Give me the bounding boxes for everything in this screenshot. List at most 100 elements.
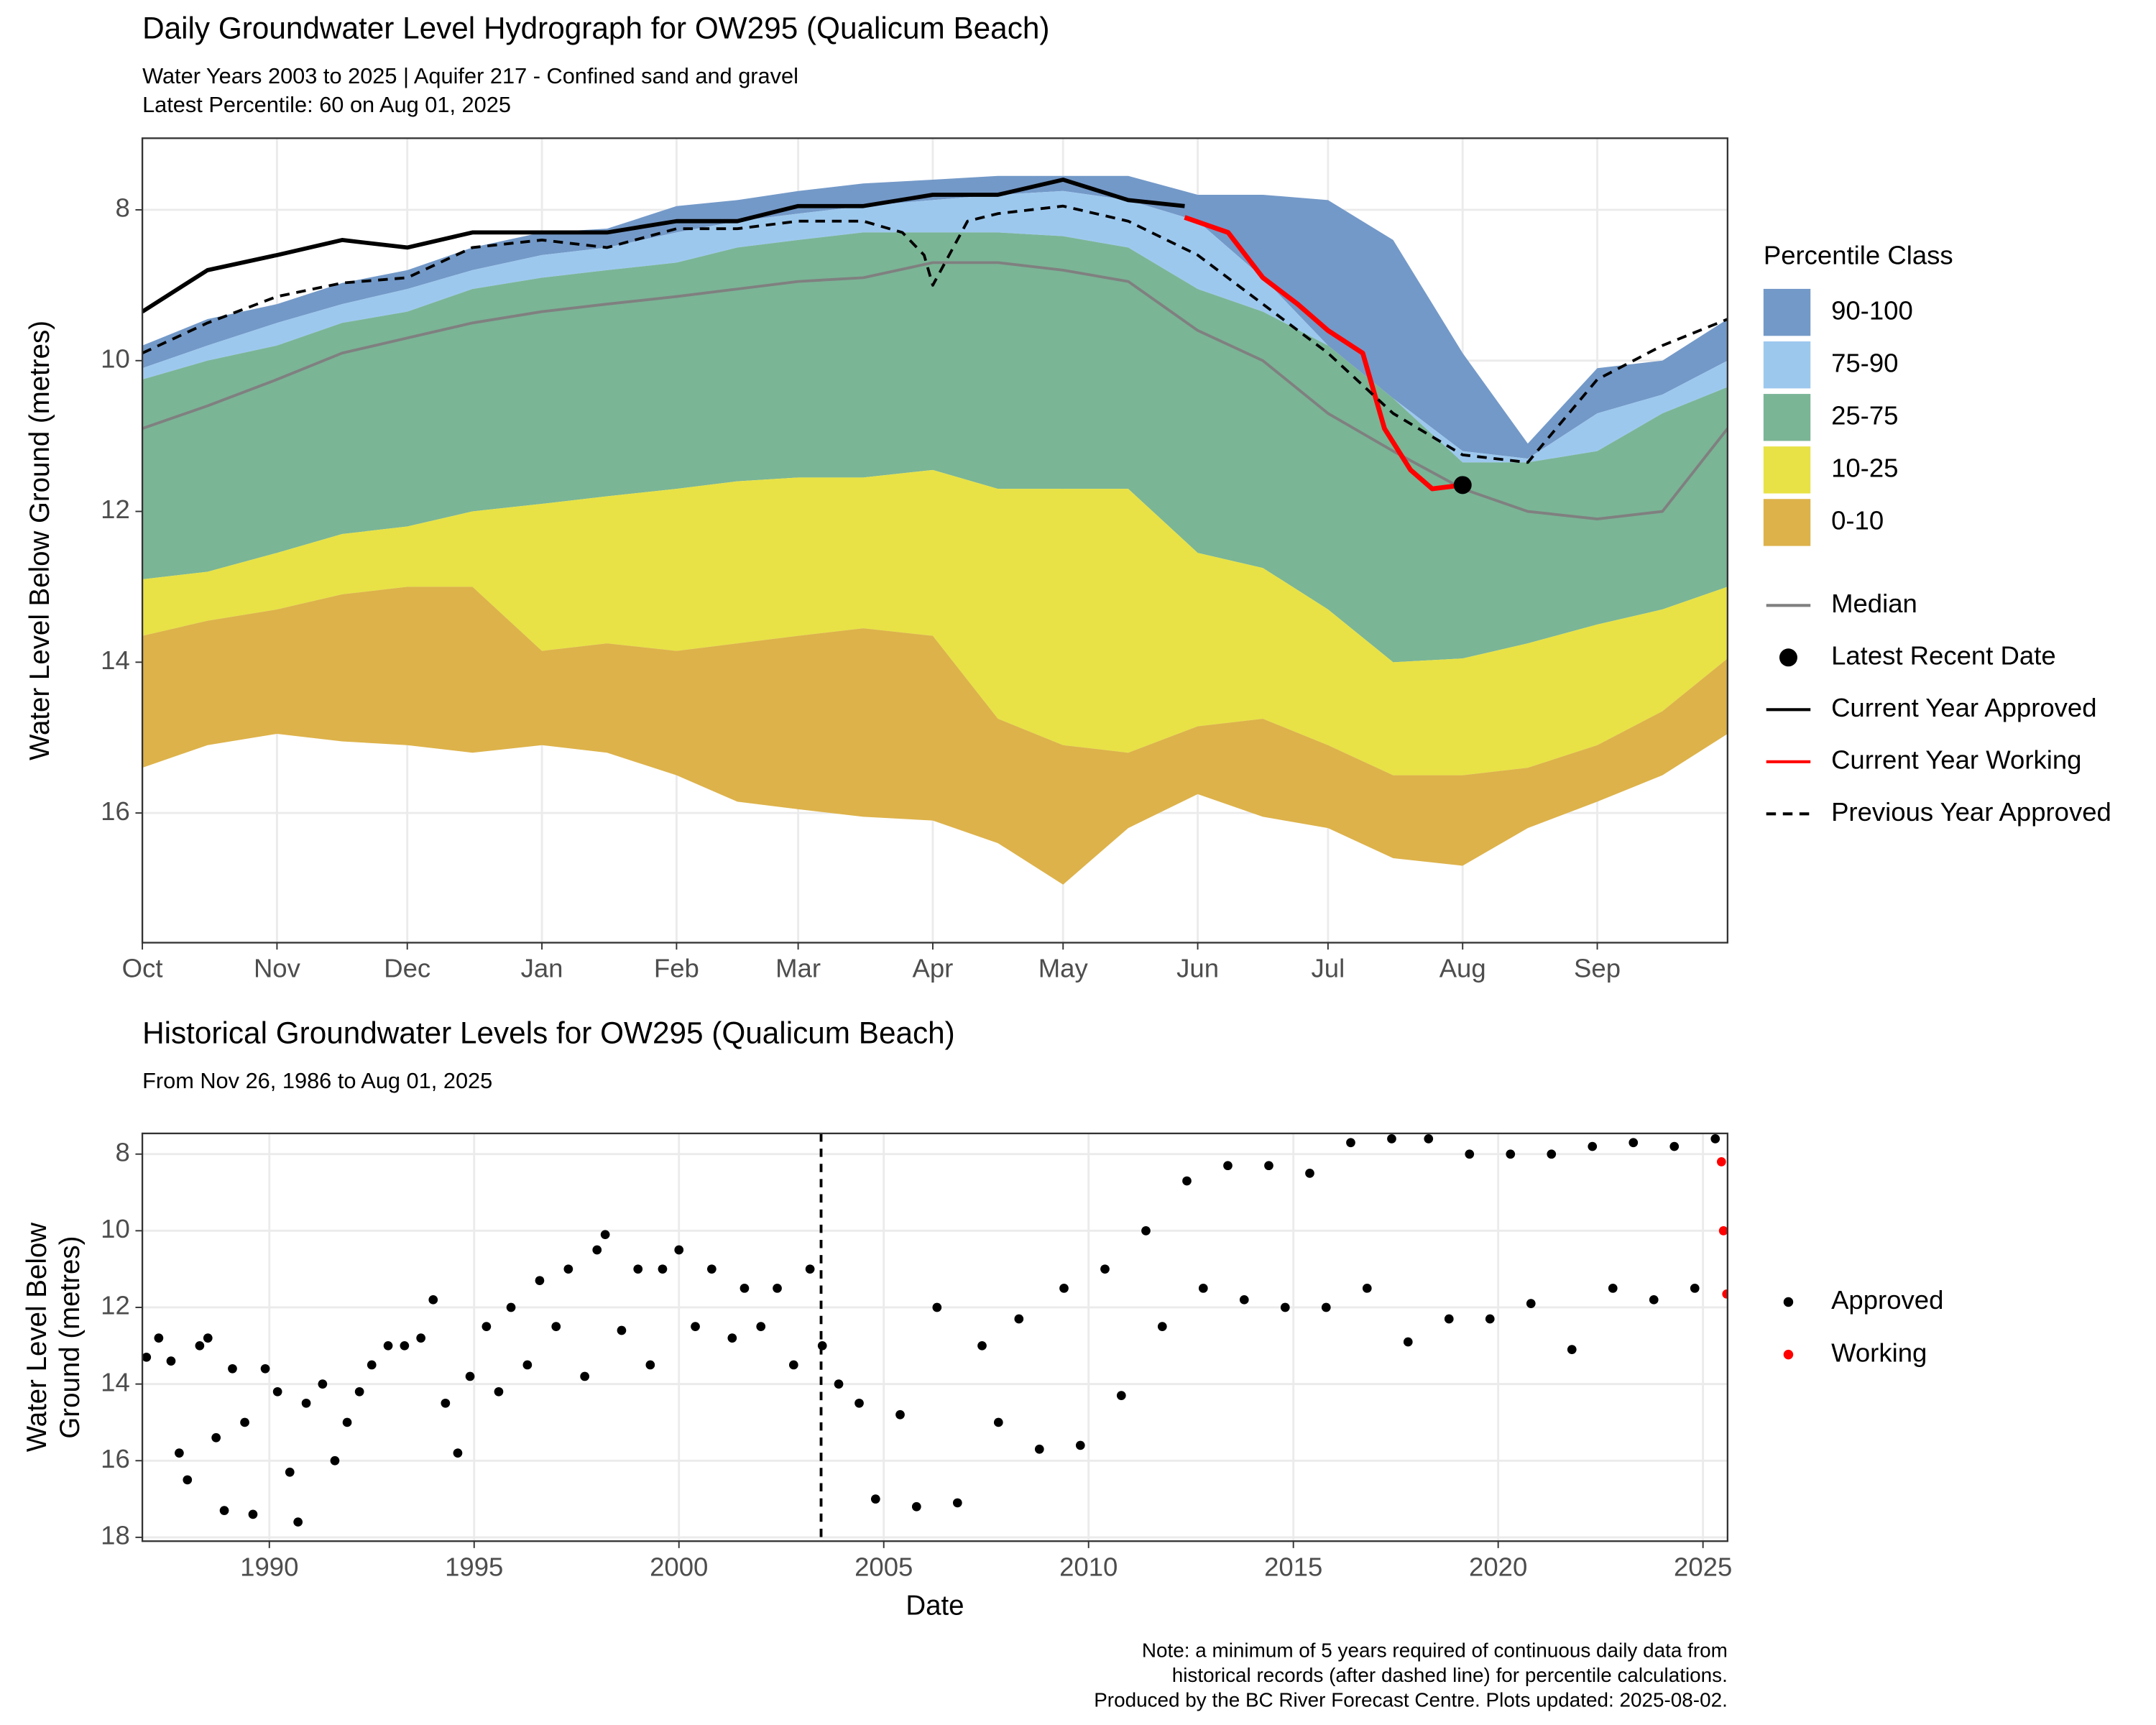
legend-title: Percentile Class: [1764, 240, 1953, 270]
x-tick-label: Apr: [913, 954, 954, 983]
data-point: [993, 1417, 1003, 1427]
x-tick-label: Jun: [1176, 954, 1219, 983]
x-tick-label: Aug: [1439, 954, 1486, 983]
y-tick-label: 12: [101, 494, 130, 524]
data-point: [1722, 1289, 1728, 1299]
y-tick-label: 10: [101, 1214, 130, 1243]
data-point: [416, 1333, 426, 1343]
data-point: [1157, 1322, 1167, 1331]
y-tick-label: 14: [101, 1367, 130, 1397]
data-point: [580, 1371, 589, 1381]
data-point: [817, 1340, 827, 1351]
data-point: [400, 1340, 410, 1351]
x-tick-label: 2010: [1059, 1552, 1118, 1581]
data-point: [219, 1506, 229, 1515]
series-line: [142, 204, 1728, 464]
plot-border: [141, 1132, 1728, 1542]
data-point: [895, 1409, 905, 1420]
x-axis-label: Date: [906, 1591, 964, 1622]
data-point: [1690, 1283, 1700, 1293]
data-point: [383, 1340, 393, 1351]
x-tick-label: 1990: [240, 1552, 298, 1581]
x-tick-label: 2015: [1264, 1552, 1322, 1581]
x-tick-label: Dec: [384, 954, 430, 983]
data-point: [318, 1379, 328, 1389]
y-axis-label: Water Level Below: [22, 1223, 52, 1452]
data-point: [854, 1398, 864, 1408]
data-point: [1669, 1141, 1680, 1151]
legend-label: Working: [1831, 1338, 1927, 1367]
data-point: [1547, 1149, 1557, 1159]
data-point: [228, 1363, 237, 1374]
data-point: [240, 1417, 249, 1427]
data-point: [1198, 1283, 1208, 1293]
data-point: [211, 1432, 221, 1443]
data-point: [1526, 1299, 1536, 1309]
subtitle: Water Years 2003 to 2025 | Aquifer 217 -…: [142, 63, 798, 88]
series-line: [142, 178, 1185, 314]
data-point: [1710, 1134, 1720, 1144]
data-point: [195, 1340, 205, 1351]
data-point: [1362, 1283, 1372, 1293]
legend-label: 90-100: [1831, 295, 1913, 325]
data-point: [1321, 1302, 1331, 1312]
data-point: [658, 1264, 668, 1274]
x-tick-label: 1995: [445, 1552, 503, 1581]
data-point: [428, 1294, 438, 1305]
legend-label: Previous Year Approved: [1831, 797, 2111, 827]
data-point: [1588, 1141, 1598, 1151]
y-tick-label: 14: [101, 645, 130, 675]
x-tick-label: 2000: [650, 1552, 708, 1581]
data-point: [1403, 1337, 1413, 1347]
data-point: [834, 1379, 844, 1389]
data-point: [494, 1386, 504, 1397]
percentile-band: [142, 190, 1728, 463]
y-tick-label: 16: [101, 796, 130, 826]
data-point: [293, 1517, 303, 1527]
data-point: [166, 1356, 176, 1366]
data-point: [1387, 1134, 1396, 1144]
y-tick-label: 12: [101, 1291, 130, 1320]
y-tick-label: 10: [101, 344, 130, 373]
percentile-band: [142, 469, 1728, 776]
data-point: [1506, 1149, 1516, 1159]
data-point: [1716, 1157, 1726, 1167]
legend-swatch: [1763, 341, 1811, 389]
data-point: [1014, 1314, 1024, 1324]
data-point: [1305, 1169, 1314, 1178]
data-point: [203, 1333, 213, 1343]
x-tick-label: Oct: [122, 954, 163, 983]
data-point: [1280, 1302, 1290, 1312]
y-tick-label: 18: [101, 1521, 130, 1550]
data-point: [977, 1340, 987, 1351]
y-tick-label: 16: [101, 1444, 130, 1473]
plot-area: [142, 1133, 1728, 1542]
data-point: [506, 1302, 516, 1312]
x-tick-label: Jan: [521, 954, 563, 983]
data-point: [1100, 1264, 1110, 1274]
plot-area: [142, 138, 1728, 943]
data-point: [563, 1264, 573, 1274]
legend-key: [1779, 648, 1797, 667]
data-point: [1628, 1138, 1639, 1148]
data-point: [592, 1245, 602, 1255]
data-point: [1075, 1440, 1085, 1450]
data-point: [1346, 1138, 1355, 1148]
legend-label: Median: [1831, 589, 1917, 618]
data-point: [1239, 1294, 1249, 1305]
note: historical records (after dashed line) f…: [1172, 1664, 1728, 1686]
x-tick-label: Nov: [254, 954, 301, 983]
data-point: [1444, 1314, 1454, 1324]
data-point: [260, 1363, 270, 1374]
note: Produced by the BC River Forecast Centre…: [1094, 1689, 1728, 1711]
y-tick-label: 8: [115, 1137, 129, 1167]
latest-point: [1453, 476, 1472, 494]
data-point: [674, 1245, 684, 1255]
series-line: [1184, 215, 1463, 492]
x-tick-label: 2005: [854, 1552, 913, 1581]
data-point: [805, 1264, 815, 1274]
data-point: [911, 1501, 921, 1512]
data-point: [1608, 1283, 1618, 1293]
data-point: [773, 1283, 782, 1293]
